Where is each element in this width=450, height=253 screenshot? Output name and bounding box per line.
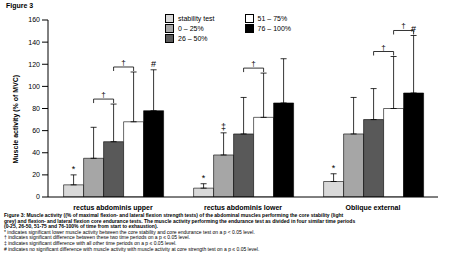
html-text:Figure 3: Muscle activity ((%: Figure 3: Muscle activity ((% of maximal…: [4, 212, 344, 218]
svg-text:†: †: [101, 90, 105, 99]
svg-text:#: #: [411, 24, 416, 34]
svg-text:†: †: [121, 58, 125, 67]
svg-text:0: 0: [36, 193, 40, 200]
svg-text:*: *: [332, 163, 336, 173]
svg-text:Muscle activity (% of MVC): Muscle activity (% of MVC): [12, 75, 20, 164]
svg-text:60: 60: [32, 127, 40, 134]
html-text:grey) and flexion- and lateral: grey) and flexion- and lateral flexion c…: [4, 217, 356, 224]
html-text:(0-25, 26-50, 51-75 and 76-100: (0-25, 26-50, 51-75 and 76-100% of time …: [4, 223, 158, 230]
svg-text:*: *: [72, 164, 76, 174]
html-text:‡ indicates significant differ: ‡ indicates significant difference with …: [4, 240, 177, 246]
html-text:51 – 75%: 51 – 75%: [257, 14, 288, 22]
html-text:# indicates no significant dif: # indicates no significant difference wi…: [4, 245, 260, 252]
html-text:0 – 25%: 0 – 25%: [178, 24, 204, 32]
html-text:26 – 50%: 26 – 50%: [178, 34, 208, 42]
svg-text:‡: ‡: [221, 122, 226, 132]
svg-text:rectus abdominis lower: rectus abdominis lower: [204, 204, 282, 211]
svg-text:100: 100: [28, 83, 40, 90]
svg-text:rectus abdominis upper: rectus abdominis upper: [73, 204, 153, 212]
html-text:† indicates significant differ: † indicates significant difference betwe…: [4, 234, 191, 241]
svg-text:140: 140: [28, 39, 40, 46]
svg-text:†: †: [251, 59, 255, 68]
svg-text:120: 120: [28, 61, 40, 68]
html-text:* indicates significant lower: * indicates significant lower muscle act…: [4, 228, 255, 235]
html-text:stability test: stability test: [178, 14, 215, 22]
svg-text:80: 80: [32, 105, 40, 112]
svg-text:†: †: [401, 21, 405, 30]
svg-text:Oblique external: Oblique external: [346, 204, 401, 212]
svg-text:160: 160: [28, 16, 40, 23]
html-text:Figure 3: Figure 3: [6, 2, 34, 9]
svg-text:*: *: [202, 173, 206, 183]
svg-text:20: 20: [32, 171, 40, 178]
html-text:76 – 100%: 76 – 100%: [257, 24, 292, 32]
svg-text:40: 40: [32, 149, 40, 156]
svg-text:†: †: [381, 43, 385, 52]
svg-text:#: #: [151, 59, 156, 69]
